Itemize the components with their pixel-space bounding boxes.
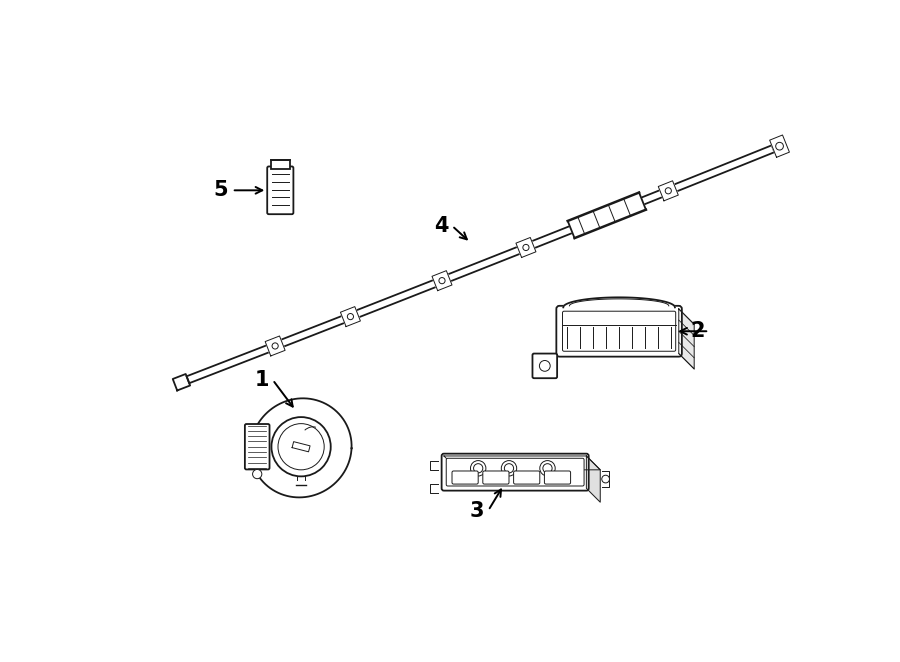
Circle shape: [504, 463, 514, 473]
Circle shape: [776, 142, 783, 150]
Polygon shape: [587, 456, 600, 502]
FancyBboxPatch shape: [514, 471, 540, 484]
FancyBboxPatch shape: [442, 453, 589, 491]
Circle shape: [253, 469, 262, 479]
Bar: [271, 160, 290, 169]
Polygon shape: [444, 456, 600, 470]
Polygon shape: [770, 135, 789, 158]
Circle shape: [272, 343, 278, 349]
Polygon shape: [679, 309, 694, 369]
Circle shape: [602, 475, 609, 483]
Circle shape: [501, 461, 517, 476]
Polygon shape: [432, 271, 452, 291]
Circle shape: [540, 461, 555, 476]
Text: 1: 1: [254, 370, 269, 390]
Text: 2: 2: [691, 321, 706, 341]
Text: 5: 5: [213, 180, 228, 201]
Circle shape: [539, 361, 550, 371]
Polygon shape: [340, 307, 360, 326]
FancyBboxPatch shape: [446, 458, 584, 486]
Circle shape: [471, 461, 486, 476]
Polygon shape: [292, 442, 310, 451]
FancyBboxPatch shape: [556, 306, 682, 357]
Polygon shape: [173, 374, 190, 391]
Circle shape: [523, 244, 529, 250]
Circle shape: [439, 277, 446, 284]
Polygon shape: [186, 146, 775, 383]
Polygon shape: [516, 238, 536, 258]
FancyBboxPatch shape: [245, 424, 269, 469]
FancyBboxPatch shape: [452, 471, 478, 484]
Circle shape: [543, 463, 552, 473]
Polygon shape: [658, 181, 679, 201]
FancyBboxPatch shape: [544, 471, 571, 484]
Polygon shape: [250, 399, 352, 497]
Circle shape: [347, 314, 354, 320]
Polygon shape: [266, 336, 285, 356]
Circle shape: [665, 188, 671, 194]
Text: 3: 3: [470, 500, 484, 520]
FancyBboxPatch shape: [267, 166, 293, 214]
Circle shape: [473, 463, 482, 473]
Polygon shape: [563, 297, 675, 307]
Polygon shape: [568, 193, 646, 238]
FancyBboxPatch shape: [533, 354, 557, 378]
FancyBboxPatch shape: [562, 311, 676, 352]
Text: 4: 4: [434, 216, 448, 236]
FancyBboxPatch shape: [482, 471, 509, 484]
